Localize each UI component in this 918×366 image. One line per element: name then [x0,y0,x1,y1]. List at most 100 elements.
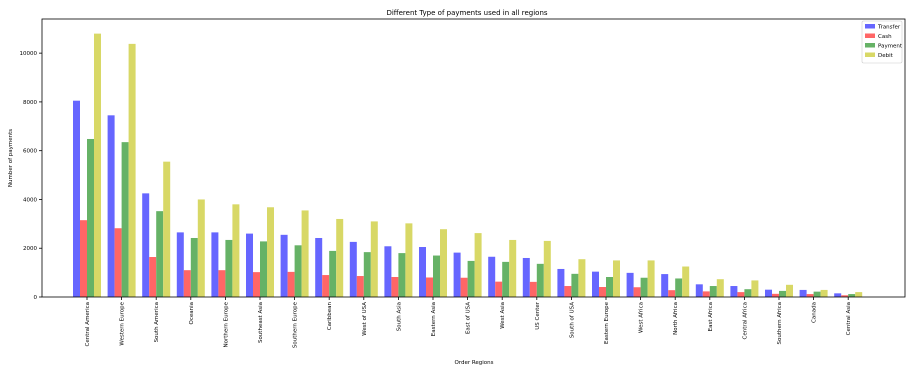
x-tick-label: Central Asia [846,302,852,335]
bar-debit-10 [440,229,447,297]
bar-cash-12 [495,281,503,297]
bar-cash-8 [356,276,364,297]
bar-payment-21 [813,291,821,297]
bar-transfer-6 [280,234,288,297]
legend-swatch-cash [865,33,875,38]
bar-payment-16 [640,277,648,297]
bar-payment-13 [536,263,544,297]
bar-payment-15 [606,277,613,297]
x-tick-label: South of USA [569,302,575,338]
bar-cash-2 [149,257,157,297]
bar-transfer-17 [661,274,669,297]
bar-cash-6 [287,271,295,297]
bar-payment-2 [156,211,164,297]
bar-debit-4 [232,204,240,297]
plot-frame [41,18,906,298]
bar-debit-13 [543,240,551,297]
x-tick-label: South Asia [396,302,402,331]
bar-cash-3 [183,270,191,297]
bar-transfer-11 [453,252,461,297]
bar-debit-22 [855,292,863,297]
x-tick-label: Western Europe [120,301,126,345]
bar-cash-19 [737,292,745,297]
bar-debit-20 [786,284,793,297]
x-tick-label: Northern Europe [223,301,229,347]
bar-transfer-7 [315,237,323,297]
x-tick-label: Southern Europe [293,301,299,348]
bar-payment-4 [225,239,233,297]
x-tick-label: South America [154,302,160,342]
bar-transfer-20 [765,289,772,297]
bar-debit-21 [820,289,828,297]
bar-cash-18 [702,291,710,297]
bar-debit-12 [509,239,517,297]
y-tick-label: 6000 [23,149,37,155]
bar-payment-17 [675,278,683,297]
legend-label-payment: Payment [878,44,903,50]
x-tick-label: Southern Africa [777,302,783,344]
bar-cash-11 [460,277,468,297]
x-tick-label: US Center [535,301,541,330]
bar-payment-19 [744,289,752,297]
bar-debit-2 [163,161,171,297]
bar-payment-18 [709,286,717,297]
y-axis: 0 2000 4000 6000 8000 10000 [20,51,42,301]
bar-transfer-18 [695,284,703,297]
x-tick-label: Eastern Asia [431,302,437,336]
legend-swatch-debit [865,52,875,57]
bar-cash-10 [426,277,433,297]
bar-payment-22 [848,294,856,297]
x-tick-label: Southeast Asia [258,302,264,343]
bar-transfer-13 [522,257,530,297]
bar-transfer-12 [488,256,496,297]
bar-cash-14 [564,286,572,297]
bar-transfer-9 [384,246,392,297]
bar-debit-15 [613,260,620,297]
legend: Transfer Cash Payment Debit [861,20,903,64]
bar-cash-15 [599,287,606,297]
bar-transfer-21 [799,289,807,297]
bar-cash-16 [633,287,641,297]
x-tick-label: West Asia [500,302,506,329]
bar-debit-11 [474,233,482,297]
bar-cash-0 [80,220,87,297]
x-tick-label: West of USA [362,302,368,336]
bar-transfer-4 [211,232,219,297]
legend-label-debit: Debit [878,53,894,59]
bar-cash-17 [668,290,676,297]
bar-payment-10 [433,255,440,297]
x-tick-label: Oceania [189,302,195,325]
x-axis-label: Order Regions [454,360,493,366]
bar-debit-3 [197,199,205,297]
bar-debit-19 [751,280,759,297]
legend-label-transfer: Transfer [877,25,901,31]
chart-title: Different Type of payments used in all r… [386,9,547,17]
bar-payment-14 [571,273,579,297]
bar-transfer-10 [419,247,426,297]
bar-payment-6 [294,245,302,297]
bar-payment-1 [121,142,129,297]
y-tick-label: 8000 [23,100,37,106]
x-tick-label: West Africa [639,302,645,333]
bar-transfer-3 [176,232,184,297]
bars-group [73,33,863,298]
bar-payment-9 [398,253,406,297]
bar-debit-18 [716,279,724,297]
x-tick-label: East Africa [708,302,714,331]
x-tick-label: Canada [812,302,818,323]
bar-cash-13 [529,281,537,297]
y-tick-label: 4000 [23,197,37,203]
x-tick-label: Central America [85,302,91,346]
bar-cash-22 [841,295,849,297]
bar-debit-8 [370,221,378,297]
bar-debit-1 [128,43,136,298]
x-tick-label: East of USA [466,302,472,334]
bar-cash-1 [114,228,122,297]
bar-transfer-15 [592,271,599,297]
x-tick-label: Caribbean [327,301,333,330]
bar-transfer-8 [349,241,357,297]
legend-label-cash: Cash [878,34,892,40]
bar-debit-14 [578,259,586,297]
bar-transfer-2 [142,193,150,297]
bar-debit-9 [405,223,413,297]
